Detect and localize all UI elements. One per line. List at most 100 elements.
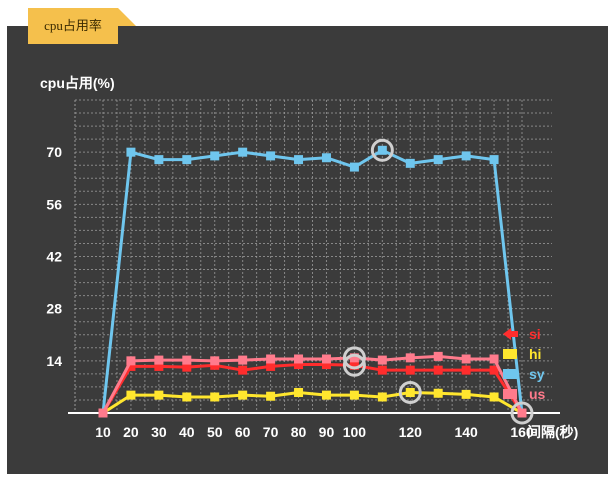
data-point-hi: [154, 390, 164, 400]
highlight-circle: [342, 346, 366, 370]
legend-marker-hi: [503, 349, 517, 359]
highlight-circle: [510, 401, 534, 425]
data-point-us: [377, 355, 387, 365]
axes: 14 28 42 56 70 10 20 30 40 50 60 70 80 90 100 120 140 160…: [46, 144, 578, 440]
data-point-hi: [266, 391, 276, 401]
x-tick-label: 80: [291, 424, 307, 440]
data-point-hi: [182, 392, 192, 402]
data-point-us: [321, 354, 331, 364]
data-point-si: [433, 365, 443, 375]
y-tick-label: 70: [46, 144, 62, 160]
data-point-hi: [238, 390, 248, 400]
data-point-hi: [321, 390, 331, 400]
x-tick-label: 10: [95, 424, 111, 440]
data-point-us: [210, 356, 220, 366]
data-point-hi: [377, 392, 387, 402]
data-point-sy: [126, 147, 136, 157]
y-tick-label: 14: [46, 353, 62, 369]
data-point-us: [126, 356, 136, 366]
legend-marker-si: [503, 328, 511, 340]
legend-label-sy: sy: [529, 366, 545, 382]
data-point-si: [238, 365, 248, 375]
data-point-si: [126, 361, 136, 371]
legend-label-us: us: [529, 386, 546, 402]
x-tick-label: 160: [510, 424, 534, 440]
y-tick-label: 28: [46, 301, 62, 317]
series-line-hi: [102, 391, 523, 415]
series: [98, 145, 527, 418]
data-point-hi: [461, 389, 471, 399]
legend: si hi sy us: [503, 326, 546, 402]
x-tick-label: 20: [123, 424, 139, 440]
highlight-circle: [370, 138, 394, 162]
series-line-si: [101, 363, 524, 414]
data-point-si: [349, 360, 359, 370]
x-tick-label: 40: [179, 424, 195, 440]
annotations: [342, 138, 534, 425]
data-point-sy: [182, 155, 192, 165]
data-point-sy: [349, 162, 359, 172]
data-point-hi: [294, 388, 304, 398]
data-point-hi: [349, 390, 359, 400]
highlight-circle: [342, 353, 366, 377]
data-point-sy: [377, 145, 387, 155]
legend-marker-sy: [503, 369, 517, 379]
data-point-si: [489, 365, 499, 375]
data-point-us: [98, 408, 108, 418]
data-point-si: [266, 361, 276, 371]
x-tick-label: 140: [454, 424, 478, 440]
data-point-hi: [433, 388, 443, 398]
data-point-sy: [294, 155, 304, 165]
data-point-us: [349, 353, 359, 363]
data-point-us: [461, 354, 471, 364]
data-point-us: [517, 408, 527, 418]
data-point-sy: [433, 155, 443, 165]
data-point-si: [154, 361, 164, 371]
legend-label-si: si: [529, 326, 541, 342]
title-tab-corner: [118, 8, 136, 26]
data-point-si: [377, 365, 387, 375]
legend-label-hi: hi: [529, 346, 541, 362]
y-axis-title: cpu占用(%): [40, 75, 115, 91]
x-tick-label: 120: [399, 424, 423, 440]
data-point-si: [321, 360, 331, 370]
data-point-sy: [238, 147, 248, 157]
data-point-us: [238, 355, 248, 365]
data-point-us: [154, 355, 164, 365]
data-point-us: [182, 355, 192, 365]
data-point-us: [405, 353, 415, 363]
data-point-sy: [321, 153, 331, 163]
x-axis-title: 间隔(秒): [527, 424, 578, 440]
y-tick-label: 42: [46, 249, 62, 265]
data-point-us: [266, 354, 276, 364]
data-point-si: [294, 360, 304, 370]
data-point-us: [433, 351, 443, 361]
legend-marker-si: [510, 331, 518, 337]
x-tick-label: 70: [263, 424, 279, 440]
page-title: cpu占用率: [28, 8, 118, 44]
data-point-sy: [154, 155, 164, 165]
data-point-si: [461, 365, 471, 375]
x-tick-label: 100: [343, 424, 367, 440]
data-point-si: [405, 365, 415, 375]
data-point-us: [489, 354, 499, 364]
data-point-us: [294, 354, 304, 364]
x-tick-label: 60: [235, 424, 251, 440]
data-point-sy: [405, 158, 415, 168]
grid: [74, 99, 552, 413]
data-point-hi: [405, 388, 415, 398]
x-tick-label: 30: [151, 424, 167, 440]
legend-marker-us: [503, 389, 517, 399]
data-point-sy: [266, 151, 276, 161]
data-point-hi: [126, 390, 136, 400]
data-point-hi: [489, 392, 499, 402]
x-tick-label: 50: [207, 424, 223, 440]
data-point-sy: [210, 151, 220, 161]
data-point-sy: [489, 155, 499, 165]
x-tick-label: 90: [319, 424, 335, 440]
series-line-us: [101, 354, 524, 414]
highlight-circle: [398, 381, 422, 405]
data-point-sy: [461, 151, 471, 161]
series-line-sy: [101, 148, 524, 414]
